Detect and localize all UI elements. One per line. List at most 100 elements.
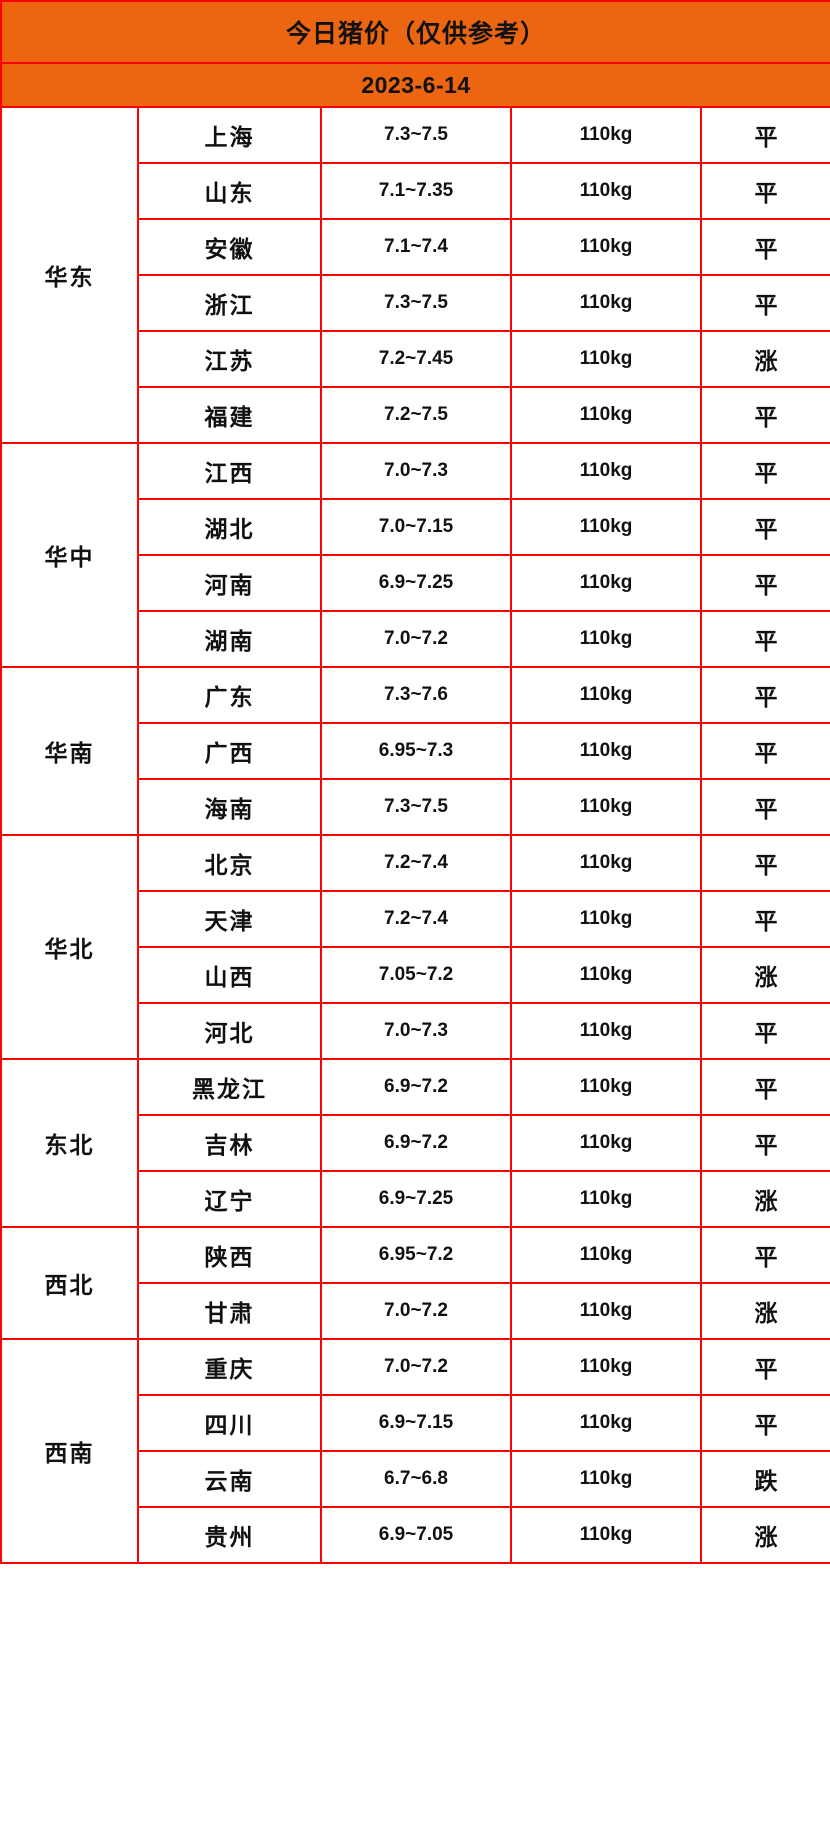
province-cell: 福建 xyxy=(137,386,322,444)
table-row: 河南 6.9~7.25 110kg 平 xyxy=(1,554,830,612)
trend-cell: 涨 xyxy=(699,946,830,1004)
province-cell: 黑龙江 xyxy=(137,1058,322,1116)
price-cell: 7.1~7.35 xyxy=(320,162,512,220)
trend-cell: 平 xyxy=(699,1002,830,1060)
trend-cell: 平 xyxy=(699,386,830,444)
table-row: 甘肃 7.0~7.2 110kg 涨 xyxy=(1,1282,830,1340)
table-row: 四川 6.9~7.15 110kg 平 xyxy=(1,1394,830,1452)
province-cell: 辽宁 xyxy=(137,1170,322,1228)
table-row: 江苏 7.2~7.45 110kg 涨 xyxy=(1,330,830,388)
weight-cell: 110kg xyxy=(510,162,702,220)
table-row: 天津 7.2~7.4 110kg 平 xyxy=(1,890,830,948)
price-cell: 7.0~7.2 xyxy=(320,1282,512,1340)
province-cell: 广西 xyxy=(137,722,322,780)
province-cell: 重庆 xyxy=(137,1338,322,1396)
weight-cell: 110kg xyxy=(510,722,702,780)
trend-cell: 平 xyxy=(699,274,830,332)
region-cell: 华南 xyxy=(0,666,139,836)
weight-cell: 110kg xyxy=(510,610,702,668)
weight-cell: 110kg xyxy=(510,274,702,332)
weight-cell: 110kg xyxy=(510,1226,702,1284)
weight-cell: 110kg xyxy=(510,834,702,892)
table-row: 华中 江西 7.0~7.3 110kg 平 xyxy=(0,442,830,668)
province-cell: 江西 xyxy=(137,442,322,500)
trend-cell: 平 xyxy=(699,778,830,836)
table-row: 西南 重庆 7.0~7.2 110kg 平 xyxy=(0,1338,830,1564)
region-cell: 华东 xyxy=(0,106,139,444)
province-cell: 北京 xyxy=(137,834,322,892)
table-row: 广西 6.95~7.3 110kg 平 xyxy=(1,722,830,780)
weight-cell: 110kg xyxy=(510,218,702,276)
price-cell: 6.9~7.15 xyxy=(320,1394,512,1452)
price-cell: 7.3~7.5 xyxy=(320,106,512,164)
weight-cell: 110kg xyxy=(510,1114,702,1172)
price-cell: 7.1~7.4 xyxy=(320,218,512,276)
table-row: 山东 7.1~7.35 110kg 平 xyxy=(1,162,830,220)
province-cell: 四川 xyxy=(137,1394,322,1452)
weight-cell: 110kg xyxy=(510,498,702,556)
price-cell: 7.3~7.5 xyxy=(320,778,512,836)
region-cell: 东北 xyxy=(0,1058,139,1228)
trend-cell: 平 xyxy=(699,442,830,500)
price-cell: 7.3~7.5 xyxy=(320,274,512,332)
price-cell: 7.2~7.45 xyxy=(320,330,512,388)
trend-cell: 平 xyxy=(699,666,830,724)
province-cell: 安徽 xyxy=(137,218,322,276)
trend-cell: 平 xyxy=(699,834,830,892)
weight-cell: 110kg xyxy=(510,946,702,1004)
trend-cell: 平 xyxy=(699,1394,830,1452)
table-row: 河北 7.0~7.3 110kg 平 xyxy=(1,1002,830,1060)
trend-cell: 平 xyxy=(699,498,830,556)
province-cell: 湖北 xyxy=(137,498,322,556)
trend-cell: 平 xyxy=(699,218,830,276)
province-cell: 浙江 xyxy=(137,274,322,332)
province-cell: 贵州 xyxy=(137,1506,322,1564)
weight-cell: 110kg xyxy=(510,554,702,612)
trend-cell: 平 xyxy=(699,162,830,220)
weight-cell: 110kg xyxy=(510,890,702,948)
province-cell: 云南 xyxy=(137,1450,322,1508)
weight-cell: 110kg xyxy=(510,1170,702,1228)
table-row: 贵州 6.9~7.05 110kg 涨 xyxy=(1,1506,830,1564)
price-cell: 6.7~6.8 xyxy=(320,1450,512,1508)
trend-cell: 平 xyxy=(699,890,830,948)
region-cell: 华中 xyxy=(0,442,139,668)
trend-cell: 跌 xyxy=(699,1450,830,1508)
price-cell: 7.0~7.3 xyxy=(320,442,512,500)
table-row: 华东 上海 7.3~7.5 110kg 平 xyxy=(0,106,830,444)
table-body: 今日猪价（仅供参考） 2023-6-14 华东 上海 7.3~7.5 110kg 平山东… xyxy=(0,0,830,1564)
trend-cell: 平 xyxy=(699,1114,830,1172)
weight-cell: 110kg xyxy=(510,1002,702,1060)
trend-cell: 平 xyxy=(699,1226,830,1284)
price-cell: 7.2~7.4 xyxy=(320,834,512,892)
table-row: 安徽 7.1~7.4 110kg 平 xyxy=(1,218,830,276)
weight-cell: 110kg xyxy=(510,386,702,444)
page-title: 今日猪价（仅供参考） xyxy=(0,0,830,64)
trend-cell: 平 xyxy=(699,610,830,668)
weight-cell: 110kg xyxy=(510,778,702,836)
province-cell: 天津 xyxy=(137,890,322,948)
date-row: 2023-6-14 xyxy=(0,62,830,108)
title-row: 今日猪价（仅供参考） xyxy=(0,0,830,64)
price-cell: 6.9~7.05 xyxy=(320,1506,512,1564)
table-row: 浙江 7.3~7.5 110kg 平 xyxy=(1,274,830,332)
trend-cell: 涨 xyxy=(699,1506,830,1564)
table-row: 福建 7.2~7.5 110kg 平 xyxy=(1,386,830,444)
weight-cell: 110kg xyxy=(510,1058,702,1116)
trend-cell: 平 xyxy=(699,106,830,164)
price-cell: 7.0~7.3 xyxy=(320,1002,512,1060)
table-row: 云南 6.7~6.8 110kg 跌 xyxy=(1,1450,830,1508)
province-cell: 陕西 xyxy=(137,1226,322,1284)
price-cell: 6.9~7.2 xyxy=(320,1058,512,1116)
trend-cell: 涨 xyxy=(699,330,830,388)
trend-cell: 平 xyxy=(699,722,830,780)
price-cell: 6.95~7.2 xyxy=(320,1226,512,1284)
region-cell: 西北 xyxy=(0,1226,139,1340)
price-cell: 7.3~7.6 xyxy=(320,666,512,724)
price-cell: 6.9~7.25 xyxy=(320,1170,512,1228)
province-cell: 吉林 xyxy=(137,1114,322,1172)
price-cell: 6.9~7.25 xyxy=(320,554,512,612)
weight-cell: 110kg xyxy=(510,1282,702,1340)
province-cell: 山西 xyxy=(137,946,322,1004)
weight-cell: 110kg xyxy=(510,1338,702,1396)
